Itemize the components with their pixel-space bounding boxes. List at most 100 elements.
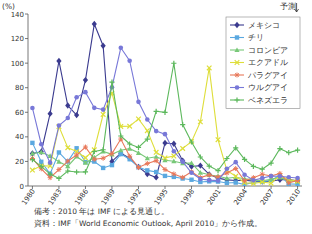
- data-point: [233, 174, 238, 179]
- y-tick-label: 40: [15, 133, 24, 141]
- data-point: [101, 112, 106, 117]
- data-point: [207, 163, 212, 168]
- y-tick: [25, 38, 28, 39]
- data-point: [171, 61, 176, 66]
- data-point: [154, 150, 159, 155]
- note: 備考：2010 年は IMF による見通し。: [34, 207, 169, 216]
- data-point: [127, 154, 132, 159]
- data-point: [101, 166, 105, 170]
- data-point: [83, 169, 88, 174]
- data-point: [119, 45, 124, 50]
- data-point: [136, 150, 141, 155]
- y-tick-label: 20: [15, 158, 24, 166]
- data-point: [286, 150, 291, 155]
- data-point: [145, 168, 149, 172]
- legend-label: コロンビア: [248, 46, 288, 55]
- data-point: [136, 165, 141, 170]
- data-point: [198, 170, 203, 175]
- data-point: [171, 159, 176, 164]
- series: [30, 137, 300, 186]
- data-point: [56, 167, 61, 172]
- x-tick-label: 1998: [179, 188, 196, 207]
- data-point: [207, 172, 212, 177]
- y-tick: [25, 186, 28, 187]
- data-point: [92, 106, 97, 111]
- data-point: [224, 176, 229, 181]
- data-point: [286, 180, 291, 185]
- data-point: [101, 156, 106, 161]
- data-point: [57, 123, 62, 128]
- data-point: [171, 141, 176, 147]
- legend-label: チリ: [248, 33, 264, 42]
- data-point: [65, 102, 70, 108]
- legend-label: ベネズエラ: [248, 96, 288, 105]
- data-point: [286, 175, 291, 180]
- y-tick: [25, 136, 28, 137]
- data-point: [154, 129, 159, 134]
- data-point: [39, 160, 43, 164]
- chart: (%)0204060801001201401980198319861989199…: [0, 0, 312, 234]
- data-point: [215, 168, 220, 173]
- data-point: [57, 124, 62, 129]
- data-point: [163, 174, 167, 178]
- data-point: [277, 146, 282, 151]
- data-point: [225, 181, 229, 185]
- x-tick-label: 2010: [285, 188, 302, 207]
- series: [30, 21, 300, 185]
- data-point: [251, 164, 256, 169]
- data-point: [207, 178, 212, 183]
- legend-marker: [234, 47, 239, 52]
- data-point: [83, 77, 88, 83]
- y-tick: [25, 161, 28, 162]
- data-point: [92, 21, 97, 27]
- data-point: [30, 157, 35, 162]
- data-point: [180, 146, 185, 151]
- data-point: [118, 148, 123, 153]
- data-point: [30, 141, 34, 145]
- data-point: [39, 150, 44, 155]
- data-point: [56, 159, 61, 164]
- data-point: [242, 172, 247, 177]
- y-tick-label: 60: [15, 109, 24, 117]
- data-point: [224, 156, 229, 161]
- legend-marker: [235, 35, 239, 39]
- data-point: [39, 149, 44, 155]
- data-point: [65, 145, 70, 150]
- legend-label: メキシコ: [248, 21, 280, 30]
- y-tick: [25, 63, 28, 64]
- data-point: [180, 122, 185, 127]
- x-tick-label: 2001: [206, 188, 223, 207]
- data-point: [30, 168, 35, 173]
- data-point: [74, 169, 79, 174]
- x-tick-label: 1989: [100, 188, 117, 207]
- x-tick: [111, 186, 112, 189]
- y-tick: [25, 87, 28, 88]
- legend-box: [226, 17, 300, 109]
- legend-marker: [235, 60, 240, 65]
- legend-label: エクアドル: [248, 58, 288, 67]
- data-point: [109, 152, 114, 157]
- data-point: [154, 158, 159, 163]
- x-tick-label: 2007: [259, 188, 276, 207]
- series-line: [32, 139, 297, 183]
- data-point: [83, 90, 88, 95]
- data-point: [30, 151, 35, 156]
- y-tick: [25, 14, 28, 15]
- data-point: [189, 178, 193, 182]
- series: [30, 61, 300, 181]
- data-point: [207, 172, 212, 177]
- data-point: [39, 142, 44, 147]
- data-point: [127, 124, 132, 129]
- data-point: [277, 175, 282, 180]
- data-point: [92, 149, 97, 154]
- data-point: [162, 140, 167, 146]
- y-tick-label: 100: [11, 60, 24, 68]
- series: [30, 45, 300, 182]
- data-point: [242, 157, 247, 162]
- data-point: [225, 167, 230, 172]
- y-tick-label: 120: [11, 35, 24, 43]
- x-tick-label: 1980: [20, 188, 37, 207]
- legend-marker: [234, 22, 239, 28]
- data-point: [66, 159, 70, 163]
- data-point: [56, 58, 61, 64]
